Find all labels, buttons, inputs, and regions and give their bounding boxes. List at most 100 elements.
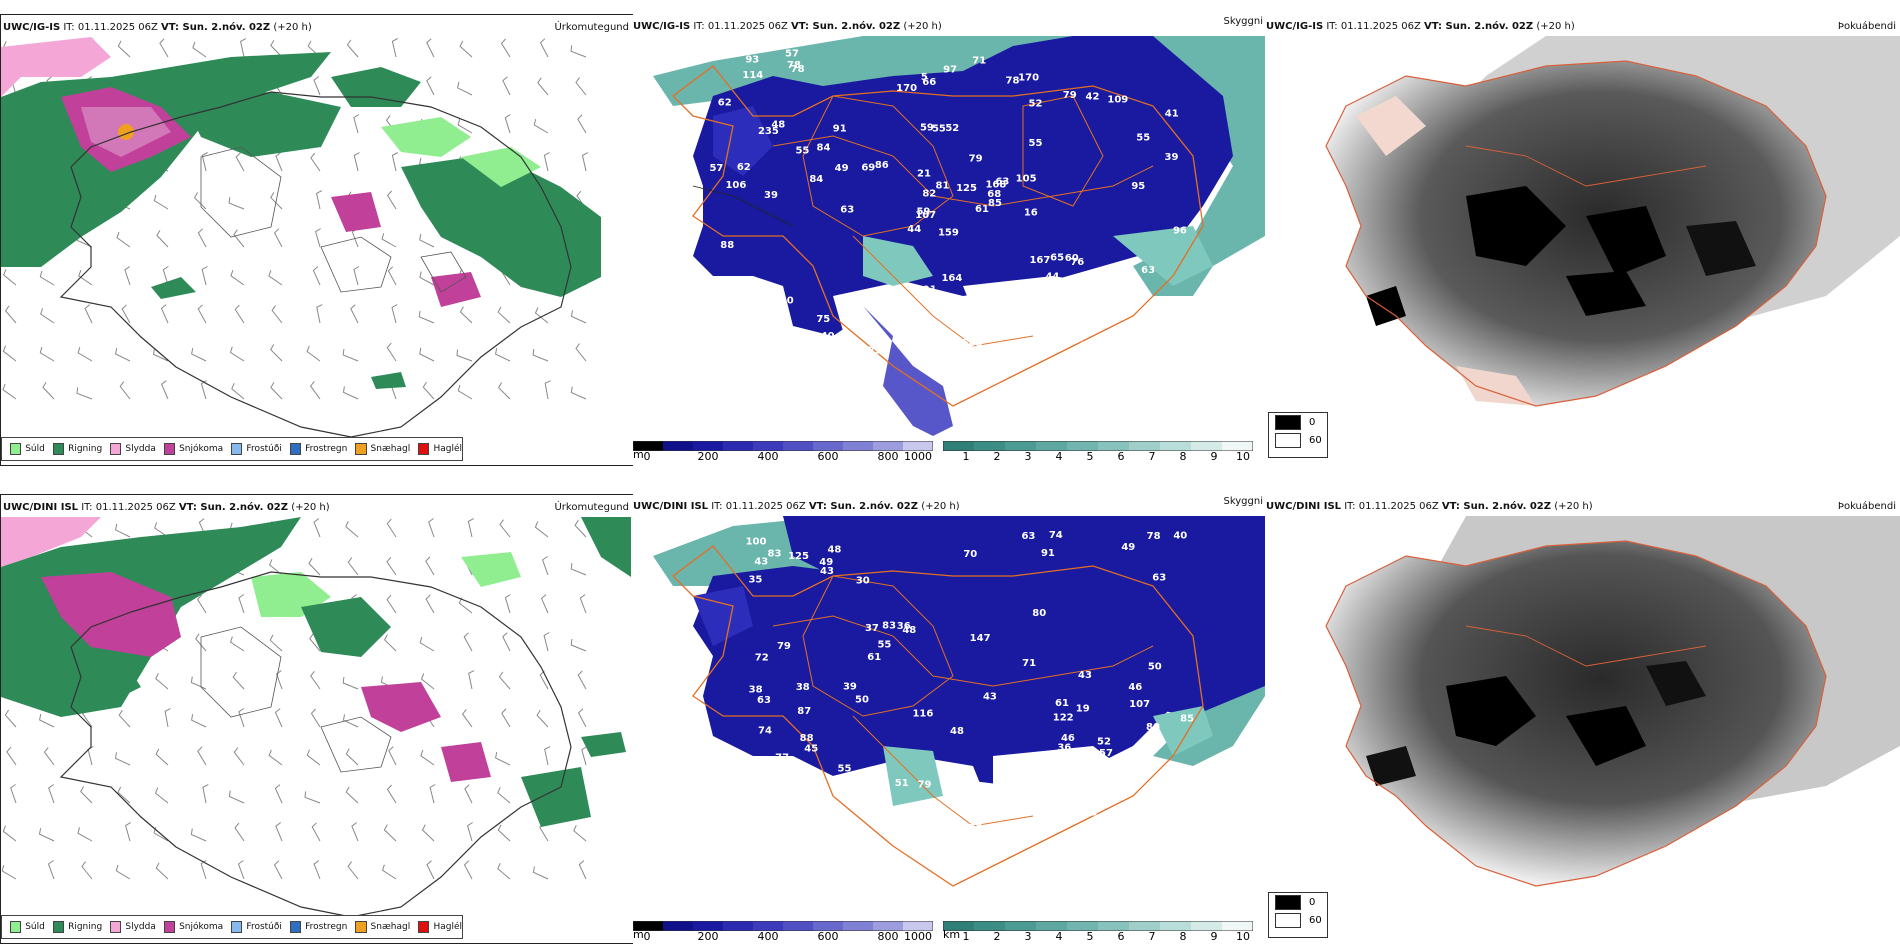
cloud-base-label: 49 (1121, 542, 1135, 553)
cloud-base-label: 63 (1141, 265, 1155, 276)
wind-barb (386, 556, 397, 576)
fog-map (1266, 516, 1900, 944)
wind-barb (310, 152, 321, 172)
wind-barb (275, 822, 283, 842)
cloud-base-label: 109 (1107, 95, 1128, 106)
legend-label: Frostúði (246, 922, 282, 932)
cloud-base-label: 60 (1065, 253, 1079, 264)
wind-barb (497, 306, 511, 324)
cloud-base-label: 94 (843, 298, 857, 309)
wind-barb (391, 304, 398, 324)
wind-barb (581, 152, 589, 172)
wind-barb (383, 824, 397, 842)
wind-barb (308, 558, 321, 576)
wind-barb (342, 676, 359, 690)
wind-barb (304, 791, 321, 804)
cloud-base-label: 51 (895, 778, 909, 789)
wind-barb (313, 76, 321, 96)
precip-map (1, 37, 601, 438)
wind-barb (235, 152, 245, 172)
wind-barb (544, 746, 551, 766)
cloud-base-label: 106 (725, 180, 746, 191)
wind-barb (386, 342, 397, 362)
cloud-base-label: 88 (800, 733, 814, 744)
wind-barb (463, 860, 473, 880)
wind-barb (422, 381, 435, 400)
wind-barb (315, 228, 321, 248)
cloud-base-label: 101 (751, 765, 772, 776)
cloud-base-label: 91 (1041, 548, 1055, 559)
wind-barb (276, 670, 283, 690)
fog-legend-row: 60 (1269, 911, 1327, 929)
wind-barb (191, 714, 207, 728)
cloud-base-label: 81 (936, 181, 950, 192)
wind-barb (537, 77, 549, 96)
panel-title: UWC/IG-IS IT: 01.11.2025 06Z VT: Sun. 2.… (1266, 21, 1575, 32)
elevation-colorbar: m 0 200 400 600 800 1000 (633, 916, 934, 946)
wind-barb (353, 152, 360, 172)
wind-barb (268, 270, 283, 286)
tick: 8 (1179, 450, 1187, 463)
cloud-base-label: 289 (760, 336, 781, 347)
cloud-base-label: 71 (972, 56, 986, 67)
tick: 3 (1024, 450, 1032, 463)
tick: 0 (643, 930, 651, 943)
wind-barb (274, 708, 283, 728)
wind-barb (386, 594, 397, 614)
cloud-labels-bottom: 122 107 61 48 48 48 101 91 37 35 35 38 43 43 51 50 48 43 3… (728, 530, 1194, 851)
wind-barb (160, 304, 169, 324)
wind-barb (2, 345, 17, 362)
wind-barb (468, 670, 475, 690)
cloud-base-label: 61 (1055, 698, 1069, 709)
wind-barb (192, 41, 207, 58)
cloud-base-label: 83 (1129, 831, 1143, 842)
wind-barb (504, 594, 511, 614)
tick: 10 (1236, 930, 1250, 943)
wind-barb (540, 594, 549, 614)
cloud-base-label: 65 (1050, 253, 1064, 264)
wind-barb (155, 672, 169, 690)
wind-barb (574, 519, 587, 538)
wind-barb (231, 382, 245, 400)
wind-barb (425, 594, 435, 614)
wind-barb (309, 381, 321, 400)
cloud-base-label: 159 (938, 228, 959, 239)
cloud-base-label: 59 (920, 122, 934, 133)
cloud-base-label: 71 (1022, 658, 1036, 669)
wind-barb (419, 271, 435, 286)
wind-barb (543, 632, 550, 652)
cloud-base-label: 122 (740, 330, 761, 341)
wind-barb (238, 594, 245, 614)
wind-barb (578, 860, 587, 880)
wind-barb (228, 197, 245, 210)
panel-corner-label: Úrkomutegund (554, 502, 629, 513)
wind-barb (155, 748, 169, 766)
wind-barb (39, 346, 55, 362)
wind-barb (229, 346, 245, 362)
wind-barb (570, 562, 587, 576)
cloud-base-label: 78 (1006, 76, 1020, 87)
wind-barb (271, 305, 283, 324)
wind-barb (419, 636, 435, 652)
wind-barb (502, 76, 511, 96)
cloud-base-label: 76 (1070, 257, 1084, 268)
cloud-base-label: 54 (917, 316, 931, 327)
legend-swatch (163, 921, 176, 933)
cloud-base-label: 55 (1151, 323, 1165, 334)
panel-title: UWC/IG-IS IT: 01.11.2025 06Z VT: Sun. 2.… (3, 22, 312, 33)
cloud-base-label: 116 (912, 709, 933, 720)
legend-label: Frostregn (305, 444, 348, 454)
wind-barb (461, 709, 473, 728)
wind-barb (391, 152, 398, 172)
wind-barb (116, 231, 131, 248)
wind-barb (156, 230, 169, 248)
tick: 1000 (904, 450, 932, 463)
legend-label: Snjókoma (179, 922, 224, 932)
cloud-base-label: 52 (1029, 99, 1043, 110)
wind-barb (575, 77, 587, 96)
cloud-base-label: 79 (1063, 90, 1077, 101)
fog-panel-bottom: UWC/DINI ISL IT: 01.11.2025 06Z VT: Sun.… (1266, 494, 1900, 946)
tick: 7 (1148, 450, 1156, 463)
precip-panel-top: UWC/IG-IS IT: 01.11.2025 06Z VT: Sun. 2.… (0, 14, 634, 466)
cloud-base-label: 49 (836, 293, 850, 304)
